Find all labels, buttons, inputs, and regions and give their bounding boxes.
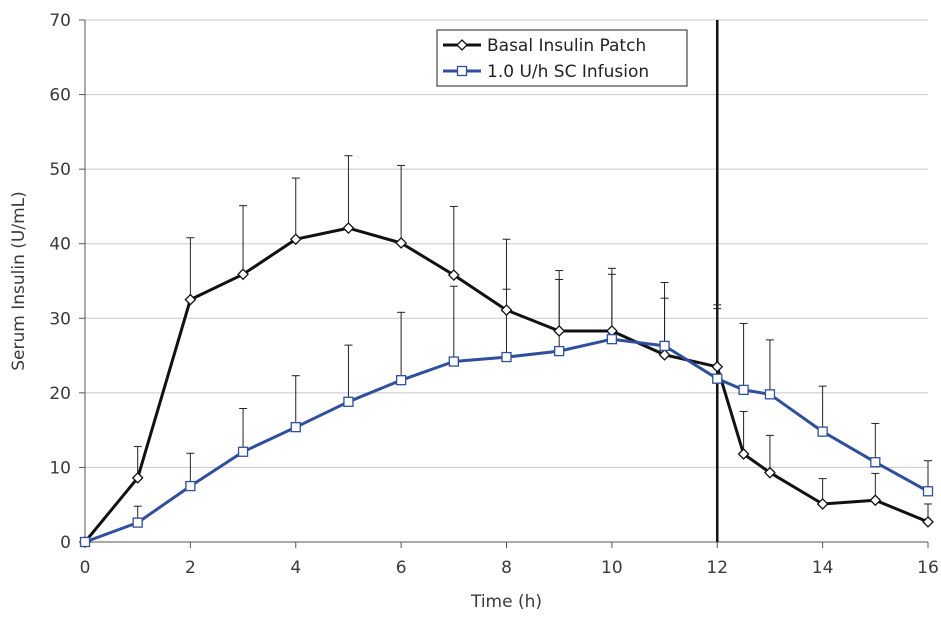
point-s0-17 (922, 515, 934, 528)
point-s0-8 (500, 304, 513, 317)
point-s1-15 (817, 426, 828, 437)
x-tick-label-14: 14 (812, 558, 834, 578)
y-tick-label-30: 30 (49, 309, 71, 329)
point-s0-3 (237, 268, 249, 281)
y-tick-label-10: 10 (49, 458, 71, 478)
point-s1-0 (79, 536, 91, 548)
point-s1-6 (395, 375, 407, 386)
point-s1-7 (448, 356, 459, 367)
legend: Basal Insulin Patch 1.0 U/h SC Infusion (436, 29, 688, 87)
point-s0-14 (764, 466, 776, 479)
axes (79, 19, 929, 548)
y-tick-label-60: 60 (49, 86, 71, 106)
point-s1-17 (922, 486, 934, 497)
point-s0-13 (737, 448, 750, 460)
x-tick-label-0: 0 (80, 558, 91, 578)
x-tick-label-12: 12 (706, 558, 728, 578)
point-s0-4 (289, 233, 302, 246)
point-s0-12 (711, 360, 724, 373)
legend-item-sc-infusion (443, 65, 481, 77)
point-s1-5 (343, 396, 354, 407)
series-line-0 (83, 226, 929, 543)
point-s0-1 (131, 471, 144, 484)
y-axis-title: Serum Insulin (U/mL) (9, 191, 29, 371)
legend-swatch-marker-0 (456, 39, 468, 51)
error-bars (133, 155, 932, 523)
y-tick-label-0: 0 (60, 533, 71, 553)
point-s0-9 (553, 325, 566, 337)
point-s0-15 (816, 498, 829, 510)
point-s1-1 (132, 517, 143, 528)
point-s0-5 (342, 222, 355, 234)
point-s0-11 (658, 348, 671, 361)
x-tick-label-4: 4 (290, 558, 301, 578)
legend-box (436, 29, 688, 87)
legend-item-basal-patch (443, 39, 481, 51)
point-s1-3 (237, 446, 249, 457)
x-tick-label-8: 8 (501, 558, 512, 578)
y-tick-label-20: 20 (49, 384, 71, 404)
series-lines (83, 226, 929, 544)
point-s1-12 (712, 373, 723, 384)
y-tick-label-40: 40 (49, 235, 71, 255)
tick-labels: 0 10 20 30 40 50 60 70 0 2 4 6 8 10 12 14 16 (49, 11, 938, 578)
point-s1-13 (738, 384, 749, 396)
point-s1-2 (185, 480, 196, 492)
legend-swatch-marker-1 (456, 65, 468, 77)
point-s1-4 (290, 422, 301, 433)
point-s1-10 (606, 334, 618, 345)
y-tick-label-70: 70 (49, 11, 71, 31)
x-tick-label-6: 6 (396, 558, 407, 578)
point-s1-14 (764, 389, 776, 400)
legend-label-sc-infusion: 1.0 U/h SC Infusion (487, 62, 649, 82)
point-s0-7 (447, 269, 460, 281)
data-points (79, 222, 934, 548)
series-line-1 (84, 337, 929, 544)
x-tick-label-10: 10 (601, 558, 623, 578)
point-s0-16 (869, 494, 882, 507)
legend-label-basal-patch: Basal Insulin Patch (487, 36, 646, 56)
y-tick-label-50: 50 (49, 160, 71, 180)
point-s1-9 (554, 345, 565, 357)
point-s1-16 (870, 457, 881, 468)
point-s0-6 (395, 237, 408, 249)
point-s1-8 (501, 351, 512, 363)
x-tick-label-2: 2 (185, 558, 196, 578)
x-axis-title: Time (h) (470, 592, 542, 612)
point-s1-11 (659, 340, 670, 352)
point-s0-2 (184, 293, 197, 306)
x-tick-label-16: 16 (917, 558, 939, 578)
